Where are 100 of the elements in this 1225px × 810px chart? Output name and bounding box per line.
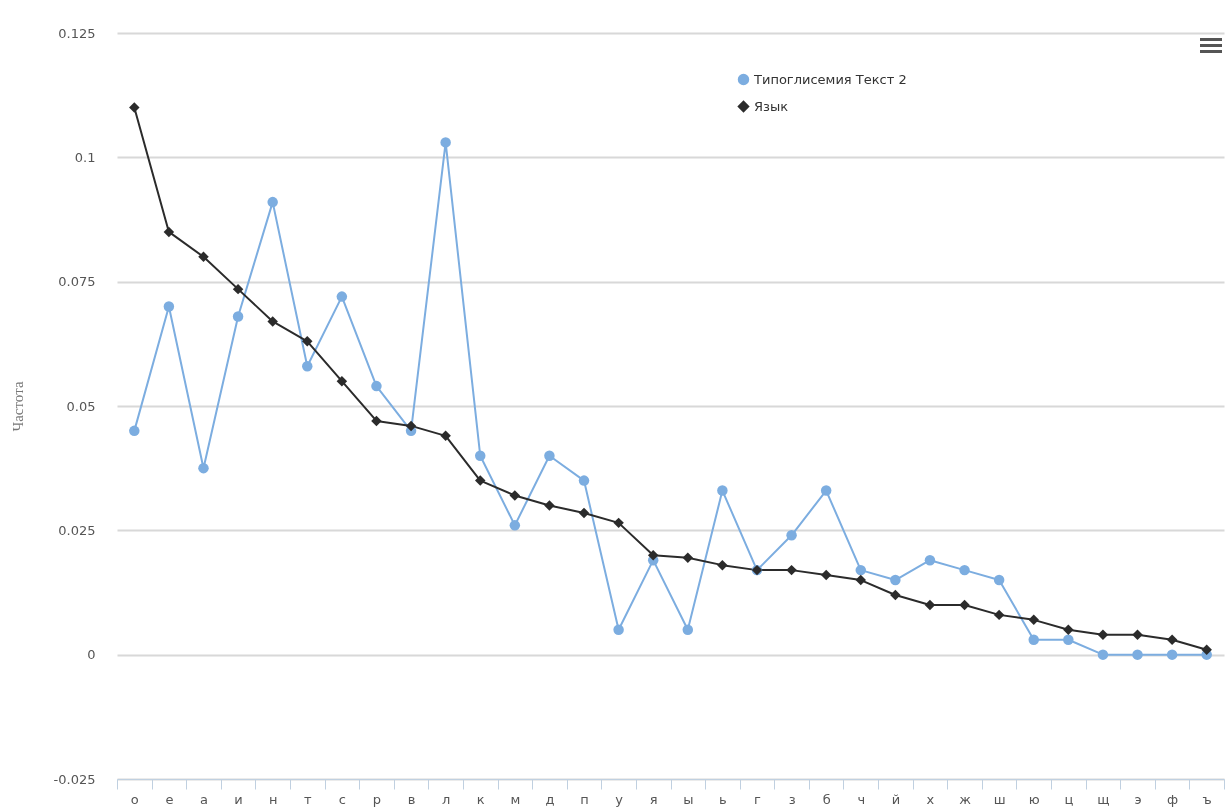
- point: [993, 574, 1005, 586]
- x-tick-label: н: [268, 791, 278, 807]
- point: [544, 450, 555, 461]
- x-tick-label: ж: [959, 791, 972, 807]
- point: [1028, 634, 1039, 645]
- x-tick-label: я: [649, 791, 658, 807]
- point: [717, 485, 728, 496]
- point: [232, 283, 244, 295]
- point: [1132, 649, 1143, 660]
- x-tick-label: й: [891, 791, 901, 807]
- x-tick-label: э: [1134, 791, 1142, 807]
- point: [717, 559, 728, 571]
- x-tick-label: ч: [857, 791, 866, 807]
- x-tick-label: ш: [993, 791, 1006, 807]
- x-tick-label: щ: [1097, 791, 1110, 807]
- point: [198, 251, 209, 263]
- y-axis-title: Частота: [9, 381, 26, 432]
- point: [1132, 629, 1143, 641]
- point: [1028, 614, 1039, 626]
- point: [440, 430, 451, 442]
- x-tick-label: з: [788, 791, 796, 807]
- point: [993, 609, 1005, 621]
- point: [682, 552, 694, 563]
- y-tick-label: 0.1: [74, 149, 96, 165]
- point: [786, 564, 797, 576]
- point: [509, 490, 521, 501]
- point: [820, 569, 832, 581]
- point: [371, 380, 382, 392]
- point: [509, 520, 521, 531]
- point: [890, 574, 901, 586]
- point: [855, 564, 867, 576]
- point: [474, 450, 486, 461]
- point: [1166, 649, 1178, 660]
- x-tick-label: в: [407, 791, 416, 807]
- x-tick-label: д: [545, 791, 555, 807]
- point: [440, 137, 451, 148]
- point: [371, 415, 382, 427]
- point: [198, 462, 209, 474]
- point: [302, 336, 313, 347]
- x-tick-label: у: [615, 791, 624, 807]
- point: [267, 316, 278, 327]
- point: [820, 485, 832, 496]
- x-tick-label: х: [926, 791, 935, 807]
- point: [336, 375, 348, 387]
- point: [578, 475, 590, 486]
- point: [959, 564, 970, 576]
- point: [613, 624, 624, 636]
- point: [1097, 629, 1109, 641]
- x-tick-label: а: [200, 791, 208, 807]
- x-tick-label: б: [822, 791, 831, 807]
- point: [1063, 624, 1074, 636]
- point: [336, 291, 348, 302]
- x-tick-label: ы: [683, 791, 694, 807]
- point: [613, 517, 624, 529]
- x-tick-label: ф: [1167, 791, 1179, 807]
- x-tick-label: р: [372, 791, 382, 807]
- y-tick-label: -0.025: [53, 771, 96, 787]
- point: [682, 624, 694, 636]
- x-tick-label: ь: [719, 791, 727, 807]
- point: [163, 301, 175, 312]
- point: [544, 500, 555, 511]
- point: [959, 599, 970, 611]
- x-tick-label: ю: [1028, 791, 1040, 807]
- x-tick-label: к: [476, 791, 485, 807]
- x-tick-label: и: [234, 791, 243, 807]
- x-tick-label: т: [303, 791, 312, 807]
- y-tick-label: 0: [87, 647, 96, 663]
- x-tick-label: е: [165, 791, 174, 807]
- x-tick-label: п: [580, 791, 589, 807]
- point: [267, 196, 278, 208]
- point: [232, 311, 244, 322]
- y-tick-label: 0.075: [58, 274, 96, 290]
- point: [1166, 634, 1178, 645]
- point: [855, 574, 867, 586]
- point: [1097, 649, 1109, 660]
- point: [1201, 644, 1212, 655]
- point: [578, 507, 590, 519]
- x-tick-label: о: [130, 791, 139, 807]
- point: [302, 360, 313, 372]
- point: [924, 554, 936, 566]
- x-tick-label: с: [338, 791, 346, 807]
- point: [786, 530, 797, 541]
- y-tick-label: 0.125: [58, 25, 96, 41]
- y-tick-label: 0.025: [58, 522, 96, 538]
- point: [129, 102, 140, 113]
- point: [890, 589, 901, 601]
- legend-label: Язык: [754, 98, 789, 114]
- point: [647, 549, 659, 561]
- x-tick-label: м: [510, 791, 521, 807]
- x-tick-label: ц: [1064, 791, 1074, 807]
- point: [1063, 634, 1074, 645]
- point: [405, 420, 417, 432]
- x-tick-label: л: [441, 791, 451, 807]
- x-tick-label: г: [754, 791, 762, 807]
- legend-label: Типоглисемия Текст 2: [753, 71, 907, 87]
- point: [163, 226, 175, 238]
- y-tick-label: 0.05: [66, 398, 96, 414]
- point: [129, 425, 140, 437]
- x-tick-label: ъ: [1202, 791, 1212, 807]
- point: [474, 475, 486, 486]
